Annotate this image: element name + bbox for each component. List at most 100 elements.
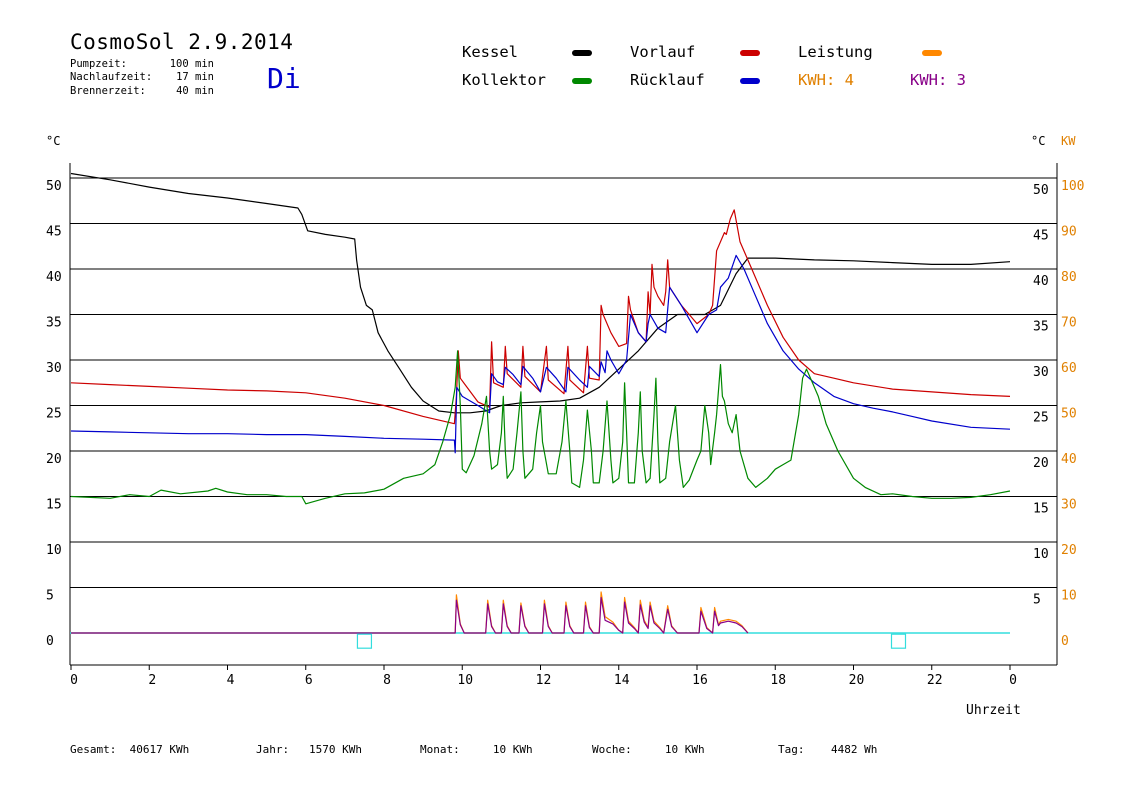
x-tick-label: 4: [227, 673, 235, 688]
footer-gesamt: Gesamt: 40617 KWh: [70, 743, 189, 756]
legend-ruecklauf-label: Rücklauf: [630, 71, 705, 89]
y-tick-label-left: 40: [46, 270, 62, 285]
kw-tick-label: 50: [1061, 407, 1077, 422]
legend-kwh-orange: KWH: 4: [798, 71, 854, 89]
y-tick-label-right: 15: [1033, 502, 1049, 517]
kw-tick-label: 10: [1061, 589, 1077, 604]
y-tick-label-right: 45: [1033, 229, 1049, 244]
y-tick-label-right: 50: [1033, 183, 1049, 198]
kw-tick-label: 30: [1061, 498, 1077, 513]
y-tick-label-left: 10: [46, 543, 62, 558]
y-tick-label-left: 15: [46, 498, 62, 513]
info-value: 40 min: [176, 85, 214, 97]
chart-markers: [356, 633, 907, 649]
kw-tick-label: 100: [1061, 179, 1084, 194]
y-axis-label-left: °C: [46, 134, 60, 148]
y-tick-label-right: 25: [1033, 411, 1049, 426]
footer-value: 10 KWh: [492, 743, 533, 756]
footer-label: Woche:: [592, 743, 632, 756]
page-title: CosmoSol 2.9.2014: [70, 30, 294, 54]
series-line-r-cklauf: [70, 254, 1011, 454]
kw-tick-label: 60: [1061, 361, 1077, 376]
kw-tick-label: 70: [1061, 316, 1077, 331]
info-pumpzeit: Pumpzeit: 100 min: [70, 58, 214, 70]
footer-monat: Monat: 10 KWh: [420, 743, 533, 756]
y-tick-label-left: 25: [46, 407, 62, 422]
x-tick-label: 14: [614, 673, 630, 688]
legend-vorlauf-swatch: [740, 50, 760, 56]
x-tick-label: 22: [927, 673, 943, 688]
info-value: 100 min: [169, 58, 214, 70]
series-line-kessel: [70, 172, 1011, 414]
legend-kwh-purple: KWH: 3: [910, 71, 966, 89]
legend-leistung-swatch: [922, 50, 942, 56]
info-label: Nachlaufzeit:: [70, 71, 153, 83]
footer-label: Monat:: [420, 743, 460, 756]
footer-value: 4482 Wh: [831, 743, 878, 756]
x-tick-label: 2: [148, 673, 156, 688]
weekday-label: Di: [267, 62, 301, 95]
footer-label: Tag:: [778, 743, 805, 756]
series-line-kwh-3: [71, 596, 749, 634]
y-tick-label-left: 5: [46, 589, 54, 604]
info-nachlaufzeit: Nachlaufzeit: 17 min: [70, 71, 214, 83]
y-axis-label-right: °C: [1031, 134, 1045, 148]
footer-label: Gesamt:: [70, 743, 117, 756]
marker-square: [356, 633, 373, 649]
footer-label: Jahr:: [256, 743, 290, 756]
x-tick-label: 16: [692, 673, 708, 688]
y-tick-label-right: 10: [1033, 547, 1049, 562]
footer-woche: Woche: 10 KWh: [592, 743, 705, 756]
x-tick-label: 0: [1009, 673, 1017, 688]
kw-tick-label: 90: [1061, 225, 1077, 240]
x-tick-label: 6: [305, 673, 313, 688]
legend-kollektor-label: Kollektor: [462, 71, 546, 89]
kw-tick-label: 0: [1061, 634, 1069, 649]
x-tick-label: 8: [383, 673, 391, 688]
footer-value: 40617 KWh: [129, 743, 190, 756]
x-tick-label: 10: [457, 673, 473, 688]
chart-axes: [69, 163, 1058, 670]
x-tick-label: 0: [70, 673, 78, 688]
kw-tick-label: 20: [1061, 543, 1077, 558]
y-tick-label-left: 45: [46, 225, 62, 240]
y-tick-label-right: 5: [1033, 593, 1041, 608]
footer-tag: Tag: 4482 Wh: [778, 743, 877, 756]
info-brennerzeit: Brennerzeit: 40 min: [70, 85, 214, 97]
y-tick-label-right: 20: [1033, 456, 1049, 471]
footer-value: 1570 KWh: [309, 743, 362, 756]
y-tick-label-left: 30: [46, 361, 62, 376]
series-line-kollektor: [70, 350, 1011, 505]
legend-vorlauf-label: Vorlauf: [630, 43, 696, 61]
legend-kollektor-swatch: [572, 78, 592, 84]
y-tick-label-left: 35: [46, 316, 62, 331]
legend-kessel-swatch: [572, 50, 592, 56]
chart-grid: [70, 177, 1057, 588]
x-tick-label: 20: [849, 673, 865, 688]
info-label: Brennerzeit:: [70, 85, 146, 97]
x-tick-label: 18: [770, 673, 786, 688]
info-value: 17 min: [176, 71, 214, 83]
series-line-leistung: [71, 591, 749, 634]
y-tick-label-right: 35: [1033, 320, 1049, 335]
y-tick-label-left: 20: [46, 452, 62, 467]
footer-jahr: Jahr: 1570 KWh: [256, 743, 362, 756]
legend-leistung-label: Leistung: [798, 43, 873, 61]
footer-value: 10 KWh: [664, 743, 705, 756]
kw-tick-label: 40: [1061, 452, 1077, 467]
series-line-vorlauf: [70, 209, 1011, 425]
chart-series: [70, 172, 1011, 634]
legend-kessel-label: Kessel: [462, 43, 518, 61]
y-tick-label-right: 40: [1033, 274, 1049, 289]
y-tick-label-left: 0: [46, 634, 54, 649]
kw-tick-label: 80: [1061, 270, 1077, 285]
marker-square: [890, 633, 907, 649]
legend-ruecklauf-swatch: [740, 78, 760, 84]
y-axis-label-kw: KW: [1061, 134, 1076, 148]
x-axis-label: Uhrzeit: [966, 703, 1021, 718]
x-tick-label: 12: [536, 673, 552, 688]
y-tick-label-left: 50: [46, 179, 62, 194]
info-label: Pumpzeit:: [70, 58, 127, 70]
